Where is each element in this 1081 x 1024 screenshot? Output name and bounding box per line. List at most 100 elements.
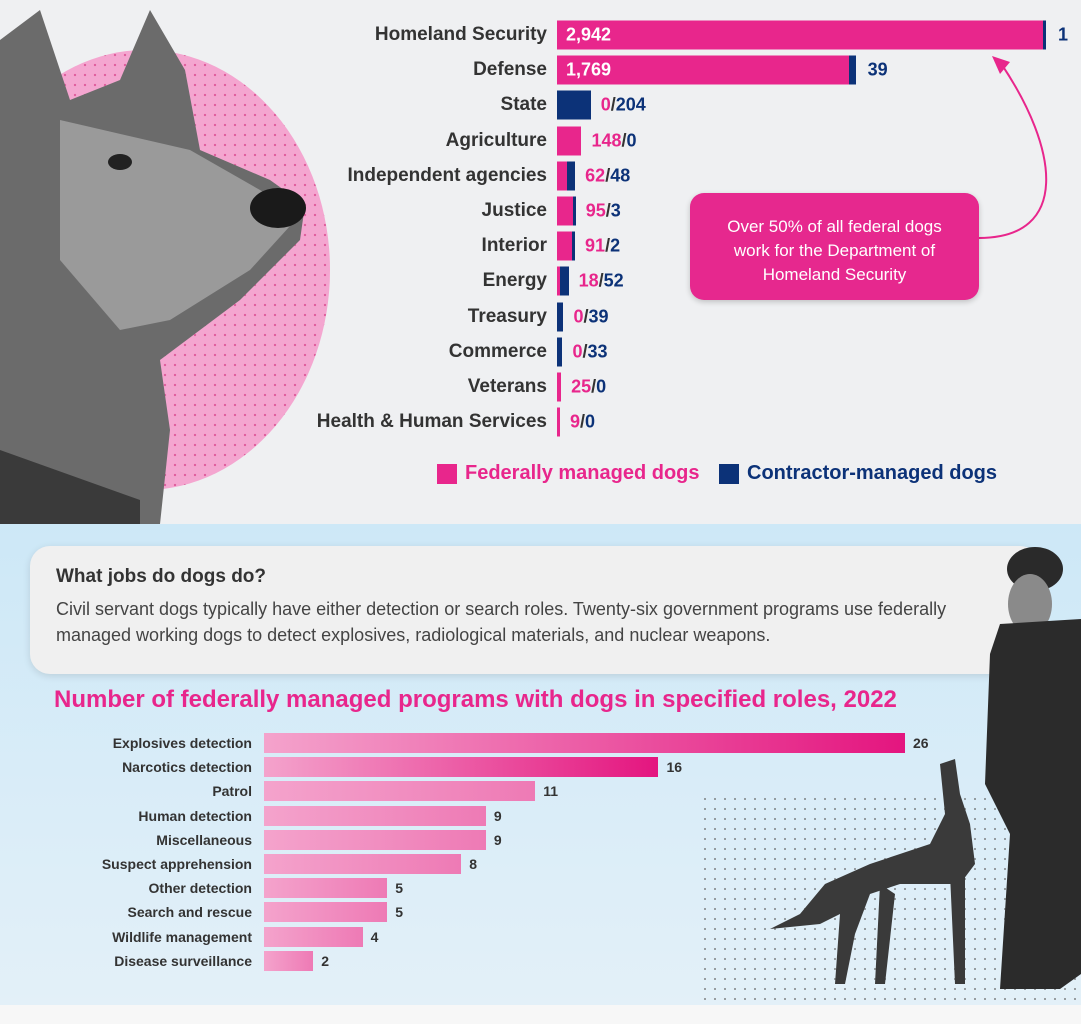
role-bar — [264, 757, 659, 778]
agency-label: Veterans — [467, 376, 547, 397]
role-bar — [264, 854, 462, 874]
legend-label: Federally managed dogs — [465, 462, 700, 484]
value-contractor: 48 — [610, 165, 631, 186]
value-label: 148/0 — [591, 130, 636, 151]
role-label: Wildlife management — [112, 928, 252, 945]
value-contractor: 3 — [610, 200, 621, 221]
role-value: 16 — [666, 759, 683, 776]
value-label: 0/204 — [601, 95, 646, 116]
agency-label: Health & Human Services — [316, 411, 547, 433]
agency-label: Agriculture — [445, 129, 547, 151]
value-federal: 9 — [570, 411, 581, 432]
role-value: 26 — [913, 735, 929, 751]
legend-label: Contractor-managed dogs — [747, 462, 998, 484]
separator: / — [583, 306, 589, 327]
role-label: Miscellaneous — [156, 831, 252, 848]
bar-federal — [557, 407, 560, 437]
separator: / — [605, 165, 611, 186]
agency-label: Commerce — [448, 340, 547, 362]
role-label: Other detection — [148, 880, 252, 897]
role-bar — [264, 950, 314, 971]
role-value: 2 — [321, 952, 330, 969]
value-federal: 0 — [572, 341, 583, 362]
role-label: Human detection — [138, 807, 252, 824]
value-federal: 62 — [585, 165, 606, 186]
role-bar — [264, 733, 905, 753]
value-federal: 25 — [571, 376, 592, 397]
bar-contractor — [1043, 20, 1046, 50]
agency-chart-section: Homeland Security 2,942 1 Defense 1,769 39 Sta… — [0, 10, 1069, 524]
bar-federal — [557, 55, 850, 85]
agency-label: Energy — [482, 270, 547, 292]
role-label: Patrol — [212, 783, 252, 800]
value-label: 25/0 — [571, 377, 606, 398]
value-label: 0/33 — [572, 341, 607, 362]
value-label: 95/3 — [586, 201, 621, 222]
bar-contractor — [560, 266, 569, 296]
separator: / — [591, 376, 597, 397]
role-value: 9 — [493, 831, 502, 848]
separator: / — [582, 341, 588, 362]
role-bar — [264, 926, 363, 947]
bar-contractor — [557, 302, 564, 332]
value-contractor: 204 — [615, 94, 646, 115]
role-label: Search and rescue — [127, 904, 252, 921]
callout-arrow — [978, 56, 1048, 239]
value-label: 62/48 — [585, 165, 630, 186]
value-contractor: 33 — [587, 341, 608, 362]
bar-federal — [557, 231, 573, 261]
role-bar — [264, 902, 388, 923]
info-body: Civil servant dogs typically have either… — [56, 599, 947, 645]
role-label: Explosives detection — [112, 735, 252, 751]
value-label: 91/2 — [585, 236, 620, 257]
bar-contractor — [572, 231, 576, 261]
agency-label: State — [500, 94, 547, 116]
value-federal: 95 — [585, 200, 606, 221]
role-value: 4 — [370, 928, 379, 945]
agency-label: Justice — [481, 200, 547, 221]
separator: / — [621, 130, 627, 151]
value-federal: 0 — [600, 94, 611, 115]
separator: / — [598, 270, 604, 291]
bar-contractor — [567, 161, 576, 191]
role-value: 9 — [493, 807, 502, 824]
role-bar — [264, 781, 536, 802]
info-card: What jobs do dogs do? Civil servant dogs… — [30, 546, 1040, 674]
value-contractor: 39 — [588, 306, 609, 327]
value-contractor: 39 — [867, 59, 888, 80]
role-value: 5 — [395, 904, 404, 921]
separator: / — [610, 94, 616, 115]
value-label: 9/0 — [570, 412, 595, 433]
role-label: Narcotics detection — [122, 759, 252, 776]
value-label: 0/39 — [573, 306, 608, 327]
value-federal: 18 — [578, 270, 599, 291]
value-contractor: 0 — [585, 411, 596, 432]
value-federal: 91 — [585, 235, 606, 256]
value-contractor: 2 — [610, 235, 621, 256]
value-federal: 0 — [573, 306, 584, 327]
roles-section: What jobs do dogs do? Civil servant dogs… — [0, 524, 1081, 1005]
info-heading: What jobs do dogs do? — [56, 566, 267, 587]
role-label: Suspect apprehension — [101, 856, 252, 872]
bar-federal — [557, 266, 560, 296]
value-federal: 2,942 — [566, 24, 612, 45]
role-bar — [264, 805, 486, 826]
role-bar — [264, 829, 486, 850]
role-value: 11 — [543, 783, 558, 800]
bar-contractor — [849, 55, 856, 85]
roles-chart-title: Number of federally managed programs wit… — [54, 686, 897, 713]
role-bar — [264, 878, 388, 899]
value-contractor: 0 — [626, 130, 637, 151]
agency-label: Homeland Security — [374, 24, 547, 45]
separator: / — [605, 200, 611, 221]
value-contractor: 1 — [1058, 24, 1069, 45]
legend-swatch-navy — [719, 463, 739, 484]
legend-federal: Federally managed dogs — [437, 462, 700, 485]
dhs-callout: Over 50% of all federal dogs work for th… — [690, 193, 979, 300]
separator: / — [605, 235, 611, 256]
agency-label: Independent agencies — [347, 164, 547, 186]
separator: / — [580, 411, 586, 432]
officer-and-dog-photo — [770, 547, 1081, 989]
german-shepherd-photo — [0, 10, 306, 524]
bar-federal — [557, 196, 573, 226]
